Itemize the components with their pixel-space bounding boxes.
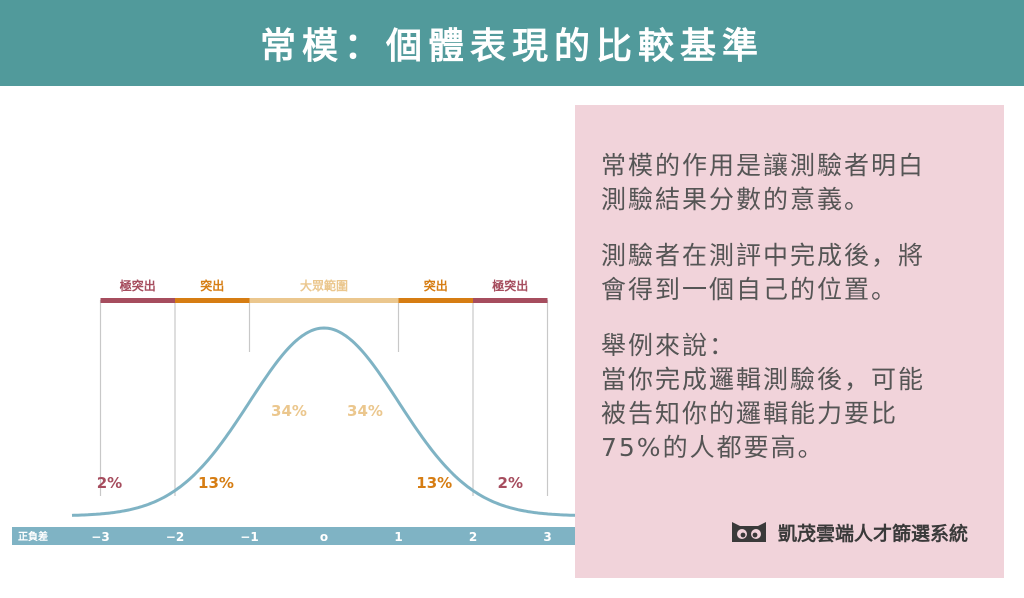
normal-distribution-diagram: 極突出 突出 大眾範圍 突出 極突出 2% 13% 34% 34% 13% 2% 正負差 −3 −2… (12, 278, 620, 545)
explanation-paragraph: 舉例來說： 當你完成邏輯測驗後，可能 被告知你的邏輯能力要比 75%的人都要高。 (601, 329, 996, 465)
owl-eyes-icon (732, 521, 766, 542)
range-band-bar (398, 298, 473, 303)
page-title: 常模：個體表現的比較基準 (259, 26, 764, 67)
sd-tick-label: −3 (91, 530, 109, 544)
range-band-label: 極突出 (492, 278, 528, 293)
explanation-panel: 常模的作用是讓測驗者明白 測驗結果分數的意義。 測驗者在測評中完成後，將 會得到一個自… (575, 105, 1004, 578)
range-band-bar (100, 298, 175, 303)
area-percent-label: 34% (347, 402, 383, 420)
explanation-line: 測驗者在測評中完成後，將 (601, 241, 926, 270)
explanation-line: 75%的人都要高。 (601, 433, 825, 462)
bell-curve (71, 326, 581, 517)
sd-tick-label: 2 (469, 530, 477, 544)
sd-tick-label: 3 (543, 530, 551, 544)
brand-mark: 凱茂雲端人才篩選系統 (730, 519, 968, 546)
explanation-line: 舉例來說： (601, 331, 737, 360)
explanation-line: 常模的作用是讓測驗者明白 (601, 151, 926, 180)
area-percent-label: 13% (416, 474, 452, 492)
header-banner: 常模：個體表現的比較基準 (0, 0, 1024, 86)
sd-tick-label: o (320, 530, 328, 544)
range-band-bar (473, 298, 548, 303)
sd-tick-label: −1 (240, 530, 258, 544)
sd-axis-bar (12, 527, 620, 545)
explanation-line: 會得到一個自己的位置。 (601, 275, 899, 304)
area-percent-label: 2% (498, 474, 523, 492)
range-band-label: 突出 (424, 278, 448, 293)
sd-axis-label: 正負差 (18, 530, 48, 543)
area-percent-label: 13% (198, 474, 234, 492)
explanation-line: 測驗結果分數的意義。 (601, 185, 872, 214)
range-band-label: 極突出 (120, 278, 156, 293)
explanation-line: 被告知你的邏輯能力要比 (601, 399, 899, 428)
range-band-label: 大眾範圍 (300, 278, 348, 293)
brand-name: 凱茂雲端人才篩選系統 (778, 523, 969, 545)
sd-tick-labels: −3 −2 −1 o 1 2 3 (91, 530, 551, 544)
range-bands: 極突出 突出 大眾範圍 突出 極突出 (100, 278, 548, 303)
explanation-text: 常模的作用是讓測驗者明白 測驗結果分數的意義。 測驗者在測評中完成後，將 會得到一個自… (601, 149, 996, 465)
explanation-paragraph: 常模的作用是讓測驗者明白 測驗結果分數的意義。 (601, 149, 996, 217)
area-percent-labels: 2% 13% 34% 34% 13% 2% (97, 402, 523, 492)
sd-tick-label: 1 (394, 530, 402, 544)
explanation-paragraph: 測驗者在測評中完成後，將 會得到一個自己的位置。 (601, 239, 996, 307)
range-band-bar (175, 298, 250, 303)
explanation-line: 當你完成邏輯測驗後，可能 (601, 365, 926, 394)
range-band-bar (249, 298, 399, 303)
sd-tick-label: −2 (166, 530, 184, 544)
range-band-label: 突出 (200, 278, 224, 293)
area-percent-label: 34% (271, 402, 307, 420)
sd-divider-lines (99, 300, 549, 496)
area-percent-label: 2% (97, 474, 122, 492)
